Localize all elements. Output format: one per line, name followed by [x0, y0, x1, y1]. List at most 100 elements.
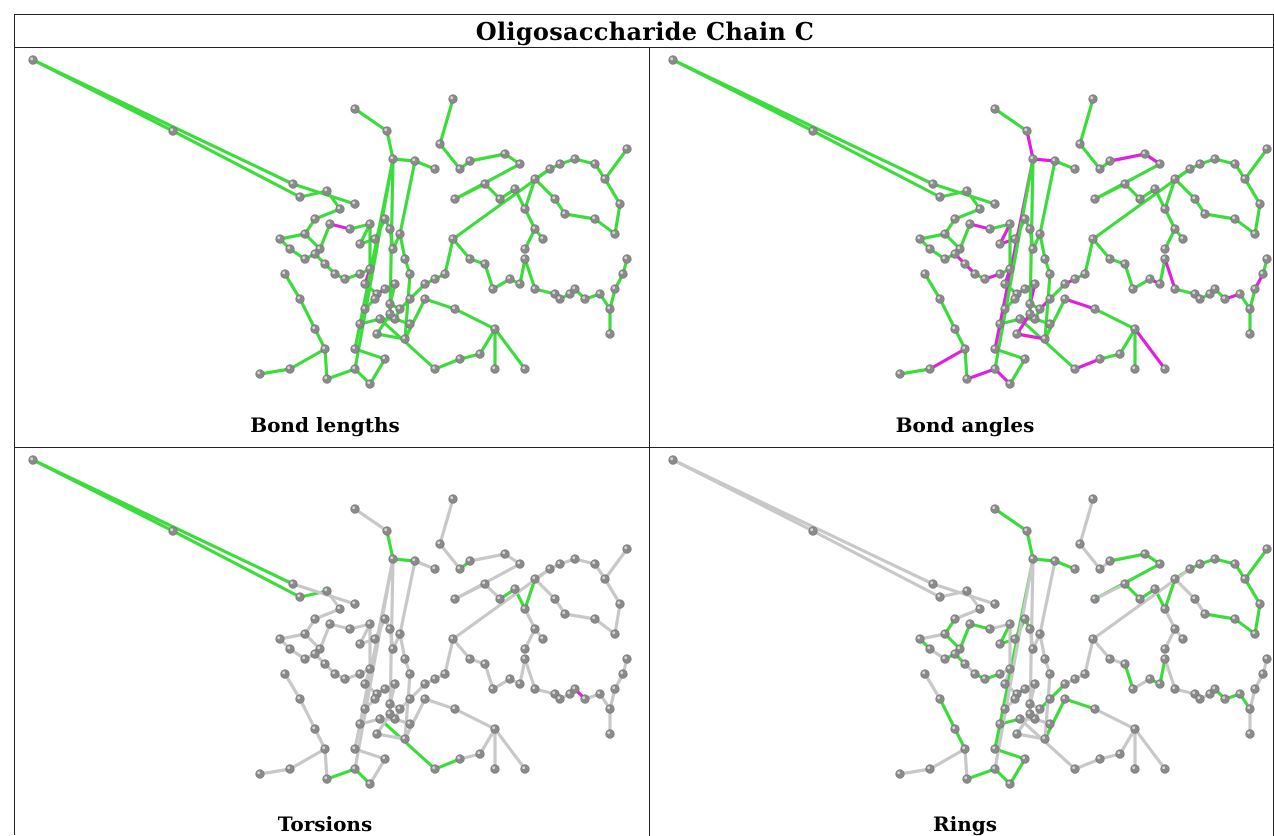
atom-highlight — [1030, 556, 1034, 560]
atom — [380, 684, 390, 694]
atom-highlight — [927, 766, 931, 770]
atom — [1060, 279, 1070, 289]
bond — [1108, 152, 1147, 163]
atom-highlight — [337, 606, 341, 610]
atom-highlight — [1027, 226, 1031, 230]
atom-highlight — [432, 566, 436, 570]
atom-highlight — [282, 671, 286, 675]
bond — [1243, 177, 1262, 206]
atom-highlight — [624, 146, 628, 150]
atom — [1080, 269, 1090, 279]
atom-highlight — [422, 681, 426, 685]
atom-highlight — [1097, 166, 1101, 170]
atom — [615, 599, 625, 609]
atom — [395, 304, 405, 314]
atom — [1015, 314, 1025, 324]
bond — [403, 297, 427, 341]
atom — [1240, 174, 1250, 184]
atom — [1090, 704, 1100, 714]
atom — [960, 744, 970, 754]
atom-highlight — [342, 276, 346, 280]
atom — [380, 754, 390, 764]
atom-highlight — [1032, 681, 1036, 685]
atom-highlight — [927, 366, 931, 370]
atom — [495, 194, 505, 204]
atom-highlight — [572, 686, 576, 690]
atom-highlight — [382, 616, 386, 620]
atom — [935, 192, 945, 202]
atom-highlight — [387, 226, 391, 230]
figure-title: Oligosaccharide Chain C — [475, 16, 815, 46]
atom — [350, 364, 360, 374]
atom-highlight — [1107, 158, 1111, 162]
atom-highlight — [962, 661, 966, 665]
atom-highlight — [532, 286, 536, 290]
bond — [533, 177, 557, 201]
atom — [590, 214, 600, 224]
atom-highlight — [992, 506, 996, 510]
atom — [1245, 704, 1255, 714]
atom — [1160, 764, 1170, 774]
molecule-view-rings — [668, 455, 1272, 789]
atom — [895, 369, 905, 379]
atom — [465, 156, 475, 166]
atom — [1255, 199, 1265, 209]
atom — [1220, 294, 1230, 304]
atom — [590, 559, 600, 569]
atom — [285, 644, 295, 654]
atom-highlight — [357, 671, 361, 675]
atom — [980, 274, 990, 284]
atom — [465, 556, 475, 566]
atom — [380, 284, 390, 294]
atom-highlight — [432, 676, 436, 680]
atom-highlight — [1072, 766, 1076, 770]
atom-highlight — [1007, 381, 1011, 385]
atom-highlight — [437, 141, 441, 145]
atom-highlight — [362, 306, 366, 310]
atom — [950, 649, 960, 659]
atom-highlight — [1192, 596, 1196, 600]
atom-highlight — [1157, 561, 1161, 565]
atom — [940, 229, 950, 239]
atom — [360, 679, 370, 689]
atom — [1035, 229, 1045, 239]
atom-highlight — [547, 566, 551, 570]
atom-highlight — [962, 346, 966, 350]
atom-highlight — [1264, 656, 1268, 660]
atom-highlight — [670, 457, 674, 461]
atom-highlight — [324, 188, 328, 192]
atom-highlight — [1132, 726, 1136, 730]
atom-highlight — [1197, 561, 1201, 565]
bond — [378, 317, 437, 371]
atom — [928, 579, 938, 589]
atom-highlight — [357, 321, 361, 325]
caption-rings: Rings — [932, 812, 997, 836]
bond — [443, 237, 455, 276]
atom-highlight — [557, 161, 561, 165]
atom-highlight — [297, 296, 301, 300]
atom — [450, 194, 460, 204]
atom — [1170, 684, 1180, 694]
atom — [1028, 154, 1038, 164]
atom-highlight — [522, 766, 526, 770]
atom — [622, 654, 632, 664]
atom — [490, 764, 500, 774]
atom — [1105, 654, 1115, 664]
atom-highlight — [1187, 166, 1191, 170]
atom-highlight — [1002, 681, 1006, 685]
atom — [320, 344, 330, 354]
atom — [950, 249, 960, 259]
atom — [895, 769, 905, 779]
bond — [1078, 142, 1102, 171]
atom-highlight — [1142, 551, 1146, 555]
atom — [1210, 554, 1220, 564]
atom — [395, 229, 405, 239]
bond — [1078, 497, 1095, 546]
atom-highlight — [407, 721, 411, 725]
atom — [1035, 704, 1045, 714]
atom — [365, 664, 375, 674]
atom-highlight — [997, 721, 1001, 725]
atom — [1028, 244, 1038, 254]
bond — [438, 497, 455, 546]
atom — [1045, 319, 1055, 329]
